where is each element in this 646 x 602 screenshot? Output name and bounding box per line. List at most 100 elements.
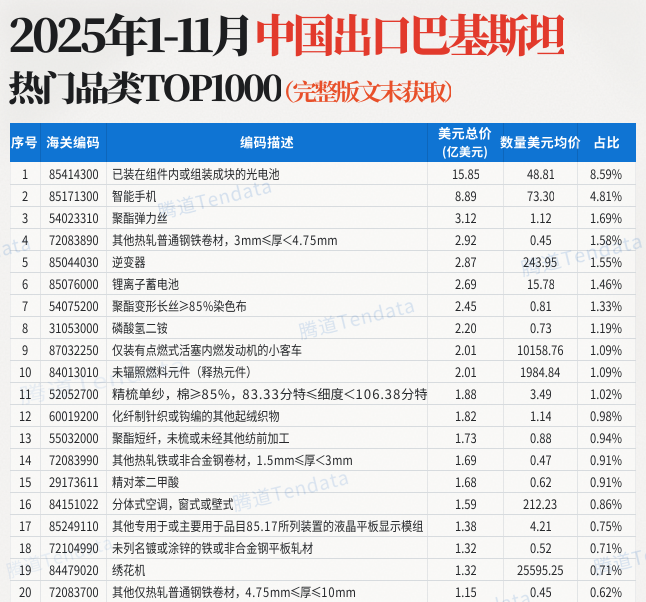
cell-index: 9: [10, 339, 40, 360]
cell-avg-price: 0.47: [503, 449, 577, 470]
cell-index: 20: [10, 581, 40, 602]
cell-share: 1.58%: [577, 229, 636, 250]
column-header-description: 编码描述: [106, 122, 427, 162]
cell-description: 分体式空调，窗式或壁式: [106, 493, 427, 514]
column-header-avg-price: 数量美元均价: [500, 122, 581, 162]
cell-description: 智能手机: [106, 185, 427, 206]
table-row: 2072083700其他仅热轧普通钢铁卷材，4.75mm≤厚≤10mm1.150…: [10, 580, 636, 602]
table-row: 1684151022分体式空调，窗式或壁式1.59212.230.86%: [10, 492, 636, 514]
table-row: 585044030逆变器2.87243.951.55%: [10, 250, 636, 272]
cell-hs-code: 85076000: [40, 273, 106, 294]
table-row: 685076000锂离子蓄电池2.6915.781.46%: [10, 272, 636, 294]
cell-index: 5: [10, 251, 40, 272]
cell-hs-code: 54023310: [40, 207, 106, 228]
cell-description: 未列名镀或涂锌的铁或非合金钢平板轧材: [106, 537, 427, 558]
cell-avg-price: 48.81: [503, 162, 577, 184]
cell-index: 18: [10, 537, 40, 558]
cell-hs-code: 54075200: [40, 295, 106, 316]
cell-description: 其他专用于或主要用于品目85.17所列装置的液晶平板显示模组: [106, 515, 427, 536]
cell-description: 聚酯短纤，未梳或未经其他纺前加工: [106, 427, 427, 448]
cell-share: 0.75%: [577, 515, 636, 536]
cell-index: 15: [10, 471, 40, 492]
cell-index: 12: [10, 405, 40, 426]
cell-total-value: 2.87: [427, 251, 503, 272]
cell-share: 1.33%: [577, 295, 636, 316]
cell-description: 未辐照燃料元件（释热元件）: [106, 361, 427, 382]
cell-total-value: 1.68: [427, 471, 503, 492]
table-row: 831053000磷酸氢二铵2.200.731.19%: [10, 316, 636, 338]
table-row: 987032250仅装有点燃式活塞内燃发动机的小客车2.0110158.761.…: [10, 338, 636, 360]
cell-hs-code: 72104990: [40, 537, 106, 558]
column-header-share: 占比: [577, 122, 636, 162]
cell-total-value: 1.15: [427, 581, 503, 602]
cell-avg-price: 0.52: [503, 537, 577, 558]
cell-share: 1.55%: [577, 251, 636, 272]
cell-share: 1.46%: [577, 273, 636, 294]
cell-avg-price: 1.12: [503, 207, 577, 228]
cell-share: 0.86%: [577, 493, 636, 514]
cell-index: 3: [10, 207, 40, 228]
cell-description: 聚酯变形长丝≥85%染色布: [106, 295, 427, 316]
cell-total-value: 1.73: [427, 427, 503, 448]
cell-hs-code: 72083990: [40, 449, 106, 470]
cell-share: 0.98%: [577, 405, 636, 426]
cell-share: 1.09%: [577, 339, 636, 360]
cell-description: 精梳单纱，棉≥85%，83.33分特≤细度＜106.38分特: [106, 383, 427, 404]
cell-share: 0.91%: [577, 449, 636, 470]
cell-hs-code: 29173611: [40, 471, 106, 492]
cell-description: 精对苯二甲酸: [106, 471, 427, 492]
cell-total-value: 2.01: [427, 339, 503, 360]
cell-hs-code: 87032250: [40, 339, 106, 360]
cell-avg-price: 3.49: [503, 383, 577, 404]
cell-description: 仅装有点燃式活塞内燃发动机的小客车: [106, 339, 427, 360]
column-header-index: 序号: [10, 123, 40, 163]
cell-index: 4: [10, 229, 40, 250]
cell-avg-price: 212.23: [503, 493, 577, 514]
table-row: 1152052700精梳单纱，棉≥85%，83.33分特≤细度＜106.38分特…: [10, 382, 636, 404]
cell-avg-price: 0.45: [503, 229, 577, 250]
cell-share: 1.69%: [577, 207, 636, 228]
title-period: 2025年1-11月: [8, 7, 252, 65]
cell-description: 其他热轧普通钢铁卷材，3mm≤厚＜4.75mm: [106, 229, 427, 250]
cell-description: 其他仅热轧普通钢铁卷材，4.75mm≤厚≤10mm: [106, 581, 427, 602]
data-table: 序号海关编码编码描述美元总价(亿美元)数量美元均价占比185414300已装在组…: [10, 122, 636, 602]
cell-index: 19: [10, 559, 40, 580]
cell-total-value: 2.92: [427, 229, 503, 250]
table-row: 285171300智能手机8.8973.304.81%: [10, 184, 636, 206]
cell-avg-price: 4.21: [503, 515, 577, 536]
table-row: 1355032000聚酯短纤，未梳或未经其他纺前加工1.730.880.94%: [10, 426, 636, 448]
cell-avg-price: 1.14: [503, 405, 577, 426]
cell-description: 磷酸氢二铵: [106, 317, 427, 338]
cell-index: 14: [10, 449, 40, 470]
cell-total-value: 8.89: [427, 185, 503, 206]
table-row: 1084013010未辐照燃料元件（释热元件）2.011984.841.09%: [10, 360, 636, 382]
cell-total-value: 3.12: [427, 207, 503, 228]
table-row: 472083890其他热轧普通钢铁卷材，3mm≤厚＜4.75mm2.920.45…: [10, 228, 636, 250]
cell-description: 已装在组件内或组装成块的光电池: [106, 162, 427, 184]
table-row: 754075200聚酯变形长丝≥85%染色布2.450.811.33%: [10, 294, 636, 316]
table-body: 185414300已装在组件内或组装成块的光电池15.8548.818.59%2…: [10, 162, 636, 602]
table-row: 1984479020绣花机1.3225595.250.71%: [10, 558, 636, 580]
cell-share: 1.19%: [577, 317, 636, 338]
cell-description: 逆变器: [106, 251, 427, 272]
cell-hs-code: 72083890: [40, 229, 106, 250]
cell-share: 0.94%: [577, 427, 636, 448]
cell-hs-code: 72083700: [40, 581, 106, 602]
column-header-hs-code: 海关编码: [40, 122, 106, 162]
cell-hs-code: 85171300: [40, 185, 106, 206]
cell-avg-price: 0.62: [503, 471, 577, 492]
cell-total-value: 15.85: [427, 162, 503, 184]
table-row: 1472083990其他热轧铁或非合金钢卷材，1.5mm≤厚＜3mm1.690.…: [10, 448, 636, 470]
cell-hs-code: 84479020: [40, 559, 106, 580]
cell-description: 绣花机: [106, 559, 427, 580]
cell-index: 8: [10, 317, 40, 338]
cell-hs-code: 52052700: [40, 383, 106, 404]
cell-total-value: 2.01: [427, 361, 503, 382]
cell-avg-price: 25595.25: [503, 559, 577, 580]
cell-hs-code: 84013010: [40, 361, 106, 382]
cell-hs-code: 60019200: [40, 405, 106, 426]
cell-total-value: 1.32: [427, 537, 503, 558]
cell-avg-price: 0.81: [503, 295, 577, 316]
cell-description: 锂离子蓄电池: [106, 273, 427, 294]
